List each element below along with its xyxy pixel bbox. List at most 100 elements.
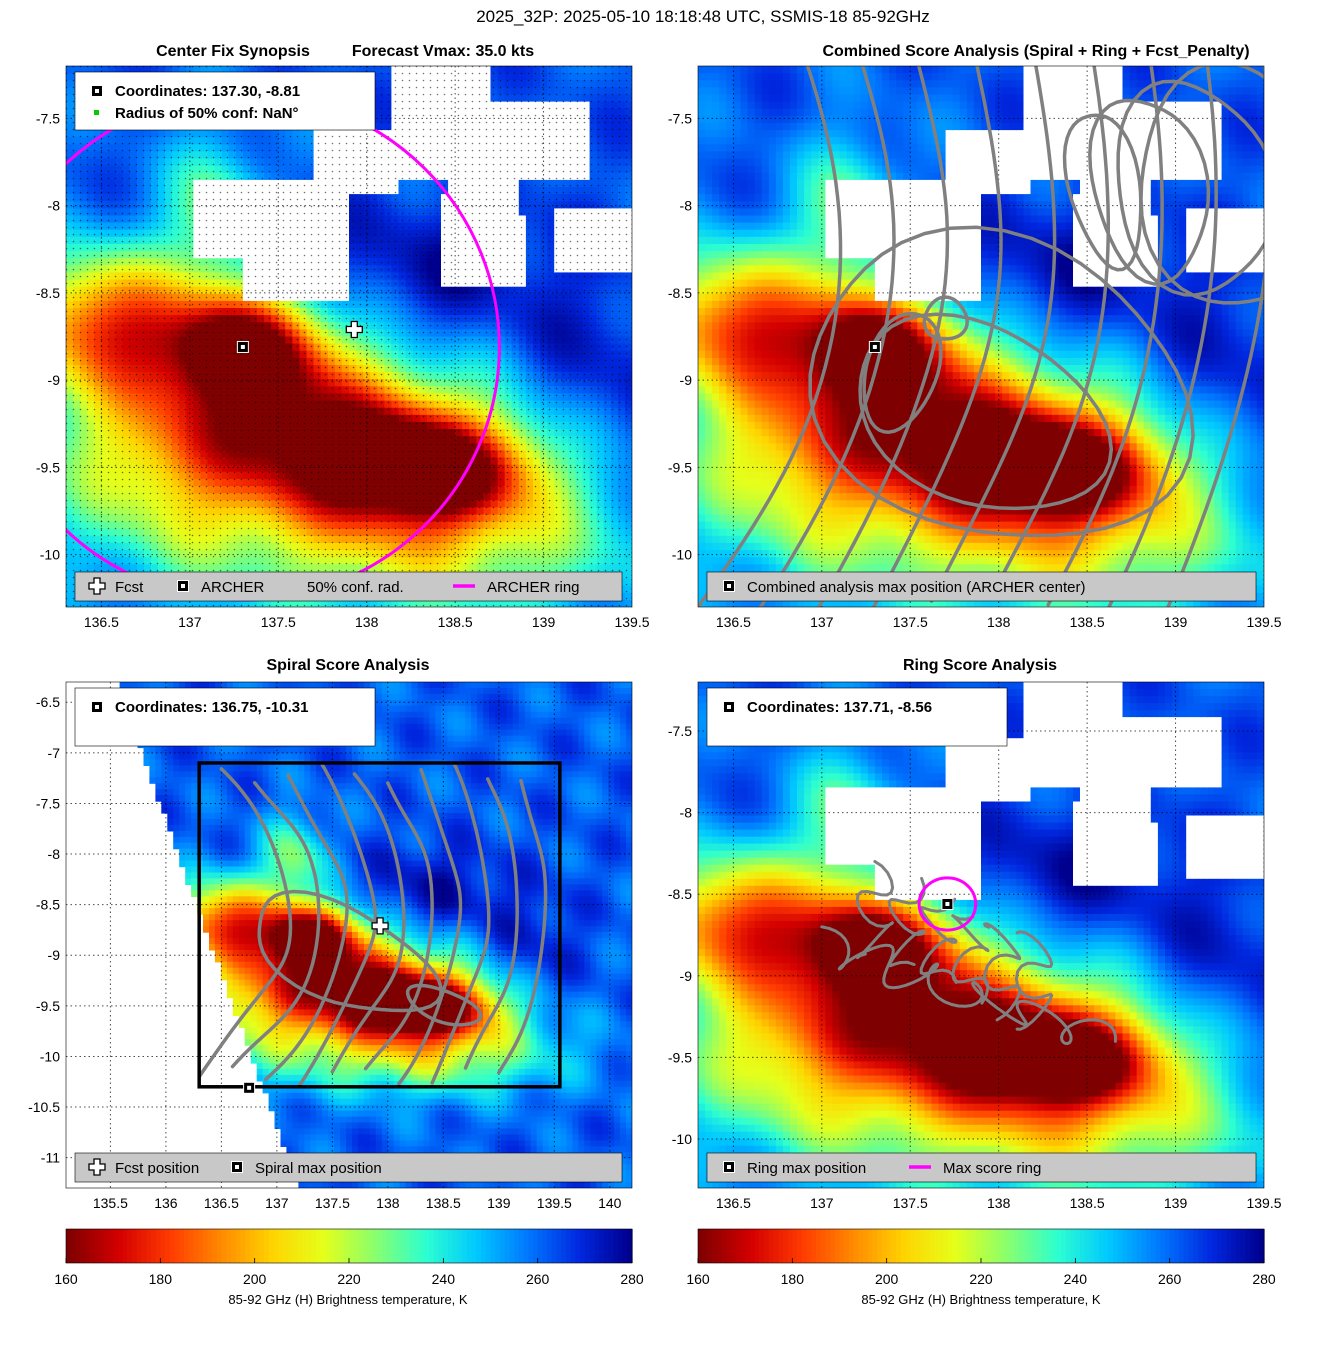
colorbar-swatch (155, 1229, 161, 1263)
colorbar-swatch (1230, 1229, 1237, 1263)
colorbar-swatch (1117, 1229, 1124, 1263)
grid (698, 682, 1264, 1188)
colorbar-swatch (160, 1229, 166, 1263)
colorbar-swatch (702, 1229, 709, 1263)
y-tick-label: -10.5 (28, 1099, 60, 1115)
grid (66, 66, 632, 607)
colorbar-tick-label: 200 (875, 1271, 899, 1287)
x-tick-label: 139.5 (1246, 1195, 1281, 1211)
colorbar-swatch (240, 1229, 246, 1263)
colorbar-swatch (1028, 1229, 1034, 1263)
colorbar-swatch (429, 1229, 435, 1263)
colorbar-swatch (622, 1229, 628, 1263)
colorbar-swatch (1216, 1229, 1223, 1263)
colorbar-swatch (547, 1229, 553, 1263)
colorbar-swatch (297, 1229, 303, 1263)
colorbar-swatch (613, 1229, 619, 1263)
colorbar-swatch (462, 1229, 468, 1263)
colorbar-swatch (117, 1229, 124, 1263)
colorbar-swatch (1108, 1229, 1114, 1263)
axes-frame (697, 681, 1265, 1189)
colorbar-swatch (136, 1229, 143, 1263)
colorbar-swatch (127, 1229, 133, 1263)
colorbar-swatch (1164, 1229, 1171, 1263)
colorbar-swatch (858, 1229, 864, 1263)
colorbar-swatch (424, 1229, 430, 1263)
axes-frame (65, 65, 633, 608)
colorbar-swatch (910, 1229, 916, 1263)
colorbar-swatch (584, 1229, 591, 1263)
info-box (706, 687, 1008, 747)
x-tick-label: 138.5 (438, 614, 473, 630)
panel-title: Center Fix Synopsis (156, 43, 310, 60)
colorbar-swatch (627, 1229, 633, 1263)
colorbar-swatch (1197, 1229, 1204, 1263)
y-tick-label: -11 (41, 1150, 60, 1166)
colorbar-swatch (433, 1229, 440, 1263)
colorbar-swatch (1193, 1229, 1199, 1263)
colorbar-swatch (764, 1229, 770, 1263)
colorbar-swatch (1207, 1229, 1213, 1263)
contour-line (430, 762, 491, 1085)
colorbar-swatch (504, 1229, 510, 1263)
info-text: Coordinates: 136.75, -10.31 (115, 699, 308, 716)
colorbar-swatch (594, 1229, 600, 1263)
colorbar-swatch (282, 1229, 289, 1263)
contour-lines (197, 761, 548, 1088)
x-tick-label: 136.5 (84, 614, 119, 630)
colorbar-swatch (363, 1229, 369, 1263)
colorbar-swatch (556, 1229, 562, 1263)
colorbar-swatch (933, 1229, 940, 1263)
colorbar-swatch (485, 1229, 492, 1263)
legend-plus-icon (88, 577, 106, 595)
colorbar-swatch (1018, 1229, 1025, 1263)
colorbar-swatch (716, 1229, 723, 1263)
colorbar-swatch (995, 1229, 1001, 1263)
contour-line (808, 225, 1195, 538)
panel-title: Ring Score Analysis (903, 657, 1057, 674)
colorbar-swatch (113, 1229, 119, 1263)
colorbar-swatch (778, 1229, 784, 1263)
colorbar-swatch (415, 1229, 421, 1263)
dot-grid (66, 66, 632, 607)
colorbar-swatch (188, 1229, 194, 1263)
colorbar-swatch (94, 1229, 100, 1263)
colorbar-swatch (754, 1229, 760, 1263)
colorbar-swatch (212, 1229, 218, 1263)
colorbar-swatch (325, 1229, 331, 1263)
colorbar-swatch (839, 1229, 845, 1263)
colorbar-swatch (1023, 1229, 1029, 1263)
colorbar-swatch (811, 1229, 817, 1263)
colorbar-swatch (254, 1229, 260, 1263)
colorbar-swatch (405, 1229, 411, 1263)
colorbar-swatch (1037, 1229, 1043, 1263)
contour-line (230, 781, 321, 1069)
plot-area: Coordinates: 136.75, -10.31 Fcst position… (28, 681, 633, 1211)
colorbar-swatch (1065, 1229, 1072, 1263)
contour-line (887, 876, 926, 968)
colorbar-swatch (1098, 1229, 1105, 1263)
colorbar-swatch (169, 1229, 176, 1263)
search-box (197, 761, 562, 1089)
colorbar-swatch (410, 1229, 416, 1263)
colorbar-swatch (122, 1229, 128, 1263)
colorbar-swatch (207, 1229, 213, 1263)
colorbar-swatch (929, 1229, 935, 1263)
contour-lines (698, 66, 1264, 607)
colorbar-swatch (438, 1229, 444, 1263)
colorbar-swatch (1183, 1229, 1190, 1263)
colorbar-tick-label: 160 (686, 1271, 710, 1287)
colorbar-swatch (947, 1229, 954, 1263)
colorbar-swatch (358, 1229, 364, 1263)
colorbar-swatch (537, 1229, 543, 1263)
x-tick-label: 135.5 (93, 1195, 128, 1211)
colorbar-swatch (1089, 1229, 1095, 1263)
colorbar-swatch (1136, 1229, 1142, 1263)
y-tick-label: -9.5 (36, 459, 60, 475)
contour-line (858, 312, 1114, 511)
colorbar-swatch (981, 1229, 987, 1263)
x-tick-label: 139.5 (614, 614, 649, 630)
colorbar-swatch (306, 1229, 312, 1263)
contour-line (988, 66, 1111, 602)
colorbar-swatch (853, 1229, 859, 1263)
